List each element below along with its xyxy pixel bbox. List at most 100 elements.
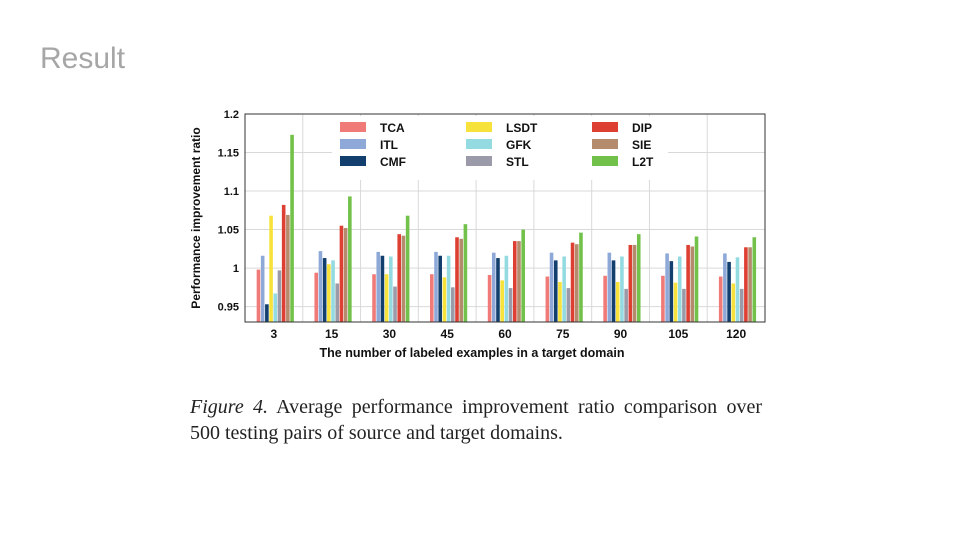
bar-cmf-90 (611, 260, 616, 322)
y-tick-label: 1.05 (218, 225, 239, 237)
bar-stl-75 (566, 288, 571, 322)
bar-dip-3 (281, 204, 286, 322)
bar-stl-15 (335, 283, 340, 322)
y-axis-label: Performance improvement ratio (189, 127, 203, 308)
bar-itl-90 (607, 252, 612, 322)
bar-cmf-45 (438, 255, 443, 322)
bar-cmf-15 (322, 258, 327, 322)
legend-swatch-gfk (466, 139, 492, 149)
bar-sie-60 (517, 241, 521, 322)
bar-sie-45 (459, 238, 464, 322)
bar-l2t-120 (752, 237, 757, 322)
bar-lsdt-75 (558, 281, 562, 322)
legend-label-sie: SIE (632, 138, 651, 152)
x-tick-label: 3 (271, 327, 278, 341)
bar-tca-3 (256, 269, 261, 322)
ticks-layer: 0.95 1 1.05 1.1 1.15 1.2 3 15 30 45 60 75 90 105 120 (218, 109, 747, 341)
bar-sie-3 (286, 214, 290, 322)
bar-dip-30 (397, 234, 402, 322)
legend: TCA ITL CMF LSDT GFK STL DIP SIE L2T (332, 116, 668, 180)
bar-gfk-120 (735, 257, 740, 322)
bar-stl-3 (277, 270, 282, 322)
bar-cmf-105 (669, 261, 674, 322)
y-tick-label: 1.15 (218, 148, 239, 160)
bar-dip-60 (512, 241, 517, 322)
bar-gfk-75 (562, 256, 566, 322)
legend-label-itl: ITL (380, 138, 398, 152)
plot-frame (244, 113, 766, 323)
legend-swatch-dip (592, 122, 618, 132)
bar-lsdt-60 (500, 280, 504, 322)
legend-swatch-stl (466, 156, 492, 166)
bar-stl-120 (739, 288, 744, 322)
legend-swatch-lsdt (466, 122, 492, 132)
bar-itl-3 (260, 255, 265, 322)
bar-lsdt-15 (327, 264, 331, 322)
bar-tca-105 (661, 275, 665, 322)
bar-sie-120 (748, 247, 752, 322)
legend-label-stl: STL (506, 155, 529, 169)
legend-label-cmf: CMF (380, 155, 406, 169)
legend-label-gfk: GFK (506, 138, 532, 152)
x-tick-label: 15 (325, 327, 339, 341)
x-tick-label: 120 (726, 327, 746, 341)
legend-label-l2t: L2T (632, 155, 654, 169)
legend-swatch-tca (340, 122, 366, 132)
bar-gfk-30 (389, 256, 393, 322)
x-tick-label: 60 (498, 327, 512, 341)
legend-swatch-itl (340, 139, 366, 149)
bar-tca-45 (430, 274, 434, 322)
bar-itl-30 (376, 251, 381, 322)
bar-itl-60 (491, 252, 496, 322)
bar-sie-30 (401, 235, 406, 322)
caption-label: Figure 4. (190, 396, 268, 418)
performance-chart: 0.95 1 1.05 1.1 1.15 1.2 3 15 30 45 60 75 90 105 120 T… (189, 109, 766, 360)
bar-lsdt-105 (673, 282, 678, 322)
bar-stl-30 (393, 286, 397, 322)
bar-itl-45 (434, 251, 438, 322)
bars-layer (256, 134, 757, 322)
bar-gfk-3 (273, 293, 278, 322)
bar-gfk-60 (504, 255, 509, 322)
bar-lsdt-45 (442, 277, 447, 322)
bar-dip-15 (339, 225, 344, 322)
bar-l2t-15 (348, 196, 352, 322)
bar-dip-120 (744, 247, 748, 322)
x-tick-label: 90 (614, 327, 628, 341)
bar-itl-120 (723, 253, 727, 322)
bar-l2t-3 (290, 134, 294, 322)
bar-stl-45 (451, 287, 455, 322)
y-tick-label: 1.1 (224, 186, 239, 198)
bar-cmf-60 (496, 258, 500, 322)
bar-l2t-60 (521, 229, 525, 322)
bar-tca-90 (603, 275, 607, 322)
bar-cmf-30 (380, 255, 385, 322)
legend-swatch-sie (592, 139, 618, 149)
bar-l2t-105 (694, 236, 699, 322)
y-tick-label: 0.95 (218, 302, 239, 314)
legend-label-tca: TCA (380, 121, 405, 135)
bar-tca-30 (372, 274, 376, 322)
x-axis-label: The number of labeled examples in a targ… (320, 346, 625, 360)
bar-dip-45 (455, 237, 459, 322)
bar-itl-105 (665, 253, 669, 322)
bar-stl-60 (508, 288, 513, 322)
bar-gfk-15 (331, 260, 335, 322)
x-tick-label: 75 (556, 327, 570, 341)
bar-l2t-45 (463, 224, 468, 322)
bar-stl-105 (682, 288, 686, 322)
x-tick-label: 105 (668, 327, 688, 341)
bar-dip-75 (570, 242, 575, 322)
figure-caption: Figure 4. Average performance improvemen… (190, 394, 762, 446)
bar-itl-15 (318, 251, 323, 322)
bar-stl-90 (624, 288, 628, 322)
bar-dip-90 (628, 244, 633, 322)
bar-itl-75 (549, 252, 554, 322)
caption-text: Average performance improvement ratio co… (190, 396, 763, 444)
bar-dip-105 (686, 244, 690, 322)
x-tick-label: 30 (383, 327, 397, 341)
bar-tca-120 (718, 276, 723, 322)
bar-lsdt-120 (731, 283, 736, 322)
legend-label-dip: DIP (632, 121, 652, 135)
bar-tca-75 (545, 276, 550, 322)
